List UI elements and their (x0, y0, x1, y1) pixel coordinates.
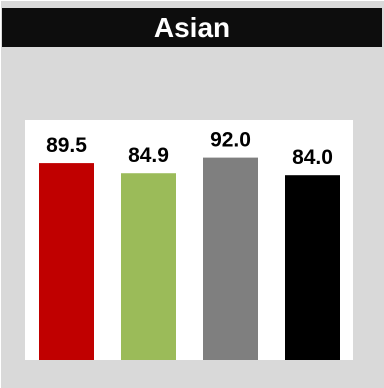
chart-title: Asian (2, 8, 382, 47)
bar-4 (285, 175, 340, 360)
bar-3 (203, 157, 258, 360)
bar-2-value-label: 84.9 (128, 144, 169, 167)
bar-2 (121, 173, 176, 360)
plot-area: 89.5 84.9 92.0 84.0 (25, 120, 353, 360)
bar-4-value-label: 84.0 (292, 146, 333, 169)
bar-1 (39, 163, 94, 360)
bar-1-value-label: 89.5 (46, 134, 87, 157)
bar-chart: 89.5 84.9 92.0 84.0 (39, 129, 340, 360)
bar-3-value-label: 92.0 (210, 129, 251, 152)
